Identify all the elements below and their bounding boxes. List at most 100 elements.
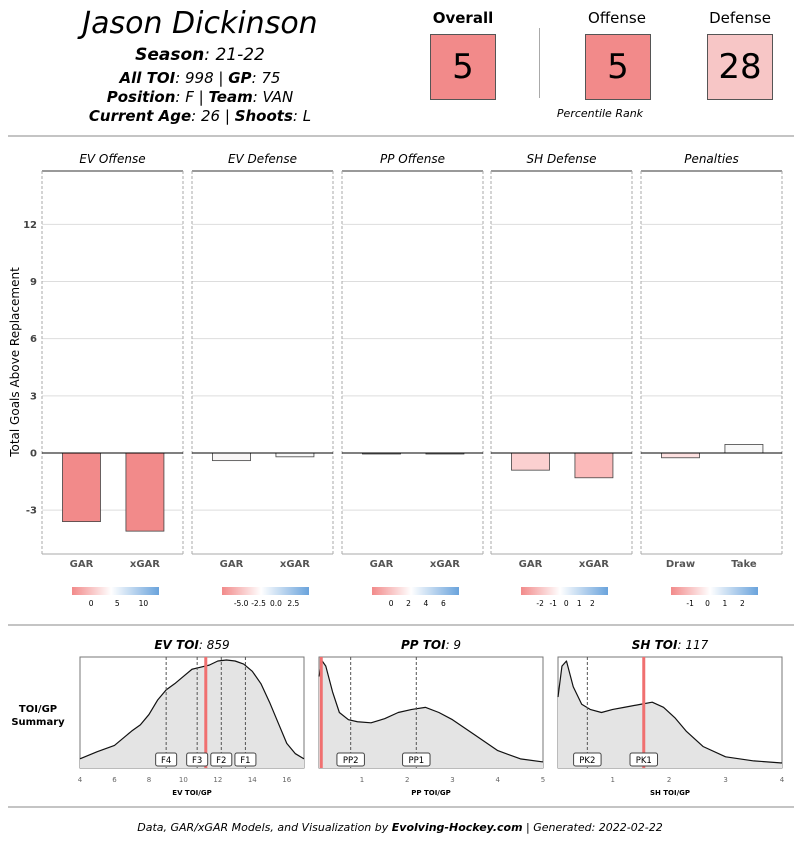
- age-value: 26: [201, 107, 221, 125]
- x-tick-label: xGAR: [430, 559, 460, 570]
- color-legend-bar: [671, 587, 758, 595]
- panel-title: SH Defense: [527, 152, 597, 166]
- y-tick-label: 3: [30, 391, 37, 402]
- legend-tick: 6: [441, 599, 446, 608]
- x-tick-label: 12: [213, 776, 222, 784]
- line-label: PP2: [343, 756, 359, 766]
- toi-panel-title-label: EV TOI: [154, 638, 199, 652]
- overall-label: Overall: [432, 9, 494, 27]
- x-tick-label: GAR: [220, 559, 244, 570]
- footer-prefix: Data, GAR/xGAR Models, and Visualization…: [137, 821, 392, 834]
- position-value: F: [185, 88, 194, 106]
- x-tick-label: 2: [405, 776, 409, 784]
- line-label: F2: [216, 756, 226, 766]
- line-label-box: [336, 752, 365, 767]
- toi-panel-title-value: 117: [685, 638, 708, 652]
- defense-label: Defense: [709, 9, 771, 27]
- offense-rank-box: 5: [585, 34, 651, 100]
- x-tick-label: 1: [610, 776, 614, 784]
- footer: Data, GAR/xGAR Models, and Visualization…: [0, 821, 800, 834]
- legend-tick: 0: [389, 599, 394, 608]
- line-label: PP1: [408, 756, 424, 766]
- x-tick-label: 2: [667, 776, 671, 784]
- bar-gar: [62, 452, 101, 523]
- x-tick-label: xGAR: [130, 559, 160, 570]
- legend-tick: 2: [406, 599, 411, 608]
- bar-xgar: [574, 452, 614, 479]
- panel-title: PP Offense: [380, 152, 445, 166]
- color-legend-bar: [222, 587, 309, 595]
- season-value: 21-22: [215, 45, 265, 65]
- toi-panel-title-colon: :: [677, 638, 685, 652]
- y-tick-label: 9: [30, 277, 37, 288]
- x-tick-label: 6: [112, 776, 117, 784]
- x-axis-label: PP TOI/GP: [411, 789, 450, 797]
- shoots-label: Shoots: [234, 107, 293, 125]
- density-area: [80, 659, 304, 768]
- color-legend-bar: [372, 587, 459, 595]
- offense-label: Offense: [588, 9, 646, 27]
- player-name: Jason Dickinson: [82, 6, 318, 41]
- percentile-caption: Percentile Rank: [556, 107, 644, 120]
- bar-take: [724, 444, 764, 454]
- legend-tick: 2.5: [287, 599, 299, 608]
- x-tick-label: 5: [541, 776, 545, 784]
- line-label-box: [210, 752, 233, 767]
- legend-tick: -2.5: [251, 599, 266, 608]
- legend-tick: 0.0: [270, 599, 282, 608]
- bar-draw: [661, 452, 700, 459]
- line-label-box: [573, 752, 602, 767]
- legend-tick: 5: [115, 599, 120, 608]
- line-label-box: [155, 752, 178, 767]
- defense-rank-box: 28: [707, 34, 773, 100]
- toi-label: All TOI: [119, 69, 176, 87]
- toi-value: 998: [185, 69, 214, 87]
- color-legend-bar: [72, 587, 159, 595]
- y-tick-label: 0: [30, 449, 37, 460]
- season-line: Season: 21-22: [135, 45, 265, 65]
- divider: [539, 28, 540, 98]
- x-tick-label: 4: [780, 776, 785, 784]
- footer-suffix: | Generated: 2022-02-22: [522, 821, 663, 834]
- y-axis-label: Total Goals Above Replacement: [8, 267, 22, 458]
- x-axis-label: EV TOI/GP: [172, 789, 211, 797]
- legend-tick: -5.0: [234, 599, 249, 608]
- legend-tick: -1: [686, 599, 694, 608]
- team-value: VAN: [262, 88, 294, 106]
- y-tick-label: 12: [23, 220, 37, 231]
- line-label: F1: [240, 756, 250, 766]
- x-tick-label: xGAR: [579, 559, 609, 570]
- density-area: [319, 661, 543, 768]
- position-label: Position: [106, 88, 176, 106]
- x-tick-label: 8: [147, 776, 151, 784]
- toi-panel-title-value: 859: [207, 638, 230, 652]
- legend-tick: -1: [549, 599, 557, 608]
- team-label: Team: [208, 88, 253, 106]
- age-line: Current Age: 26 | Shoots: L: [88, 107, 312, 125]
- line-label: PK1: [636, 756, 652, 766]
- gp-label: GP: [228, 69, 252, 87]
- density-area: [558, 661, 782, 768]
- age-label: Current Age: [88, 107, 192, 125]
- x-tick-label: Take: [731, 559, 757, 570]
- toi-panel-title: PP TOI: 9: [401, 638, 461, 652]
- line-label-box: [234, 752, 257, 767]
- legend-tick: -2: [536, 599, 544, 608]
- x-tick-label: GAR: [519, 559, 543, 570]
- x-tick-label: 16: [282, 776, 291, 784]
- legend-tick: 4: [424, 599, 429, 608]
- toi-panel-title-colon: :: [199, 638, 207, 652]
- x-tick-label: GAR: [70, 559, 94, 570]
- toi-panel-title-label: SH TOI: [632, 638, 678, 652]
- toi-panel-title: SH TOI: 117: [632, 638, 709, 652]
- gp-value: 75: [261, 69, 281, 87]
- legend-tick: 2: [590, 599, 595, 608]
- line-label-box: [629, 752, 659, 767]
- x-tick-label: Draw: [666, 559, 695, 570]
- shoots-value: L: [302, 107, 312, 125]
- y-tick-label: -3: [26, 506, 37, 517]
- line-label: PK2: [579, 756, 595, 766]
- line-label: F3: [192, 756, 202, 766]
- bar-xgar: [125, 452, 165, 532]
